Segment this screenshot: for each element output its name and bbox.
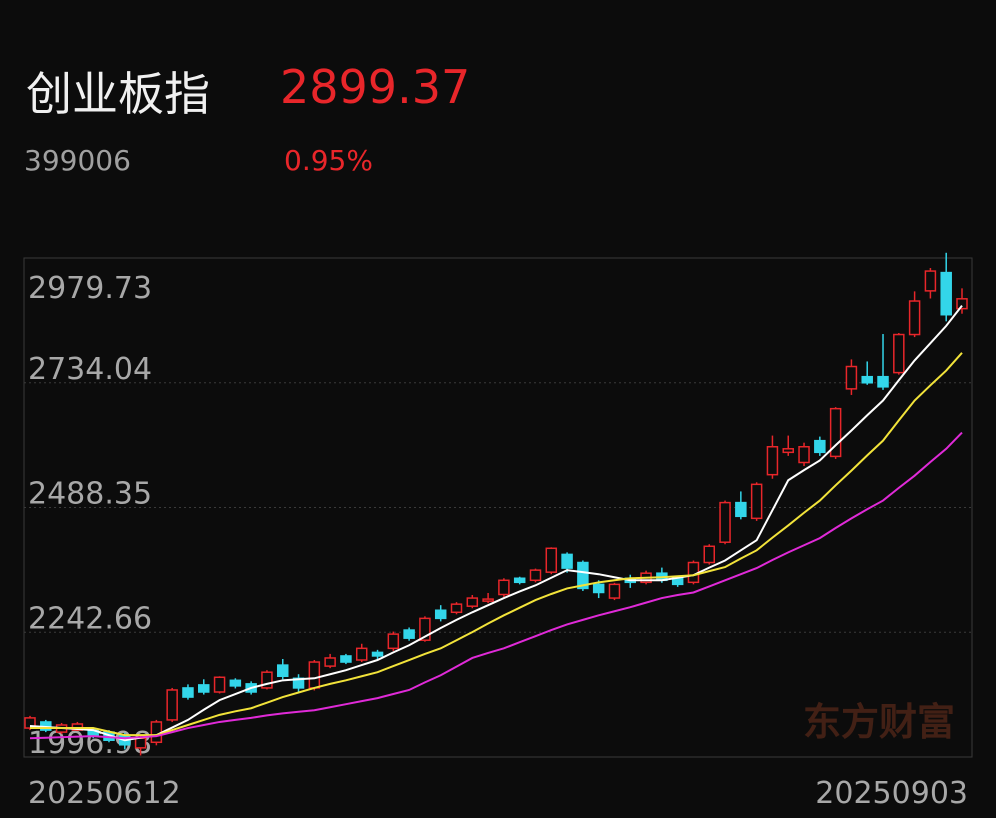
- candle-body: [134, 737, 147, 749]
- candle-body: [434, 609, 447, 620]
- candle-body: [766, 445, 779, 476]
- candle-body: [703, 545, 716, 564]
- candle-body: [529, 569, 542, 582]
- candle-body: [735, 501, 747, 518]
- candle-body: [166, 689, 178, 721]
- moving-average-line: [29, 304, 963, 742]
- index-code: 399006: [24, 144, 131, 177]
- candle-body: [387, 633, 400, 650]
- candle-body: [829, 407, 842, 458]
- candle-body: [877, 375, 889, 388]
- candle-body: [355, 647, 368, 661]
- candle-body: [261, 671, 273, 689]
- candle-body: [450, 603, 463, 614]
- candle-body: [719, 501, 731, 543]
- candle-body: [908, 300, 921, 336]
- candle-body: [956, 298, 968, 310]
- candle-body: [403, 629, 415, 639]
- candle-body: [845, 365, 858, 390]
- candle-body: [324, 657, 336, 667]
- candle-body: [419, 617, 431, 641]
- index-name: 创业板指: [26, 67, 210, 121]
- candle-body: [229, 679, 242, 687]
- moving-average-line: [30, 352, 963, 737]
- candle-body: [182, 687, 194, 698]
- candle-body: [592, 583, 605, 594]
- index-change: 0.95%: [284, 144, 373, 177]
- candle-body: [608, 583, 621, 599]
- index-price: 2899.37: [280, 60, 471, 114]
- candle-body: [150, 721, 163, 744]
- candle-body: [371, 651, 384, 657]
- candle-body: [71, 723, 84, 731]
- candle-body: [213, 676, 226, 693]
- candle-body: [276, 664, 289, 678]
- candle-body: [924, 270, 937, 292]
- candle-body: [561, 553, 573, 569]
- x-tick-label: 20250903: [815, 776, 968, 811]
- candle-body: [198, 684, 210, 693]
- candle-body: [798, 445, 810, 464]
- y-tick-label: 2734.04: [28, 352, 152, 387]
- candle-body: [340, 655, 352, 663]
- candle-body: [466, 597, 479, 607]
- y-tick-label: 2488.35: [28, 477, 152, 512]
- candle-body: [308, 661, 321, 689]
- candle-body: [577, 561, 589, 590]
- moving-average-line: [29, 431, 963, 740]
- y-tick-label: 2242.66: [28, 601, 152, 636]
- candle-body: [750, 483, 763, 520]
- y-tick-label: 2979.73: [28, 271, 152, 306]
- candle-body: [482, 598, 494, 602]
- x-tick-label: 20250612: [28, 776, 181, 811]
- candle-body: [893, 333, 905, 374]
- watermark: 东方财富: [803, 700, 955, 744]
- candle-body: [940, 271, 952, 316]
- candle-body: [292, 677, 305, 689]
- candle-body: [498, 579, 510, 596]
- candle-body: [814, 439, 826, 454]
- candle-body: [861, 375, 873, 384]
- candle-body: [782, 448, 794, 454]
- candle-body: [545, 547, 558, 573]
- candle-body: [513, 577, 526, 584]
